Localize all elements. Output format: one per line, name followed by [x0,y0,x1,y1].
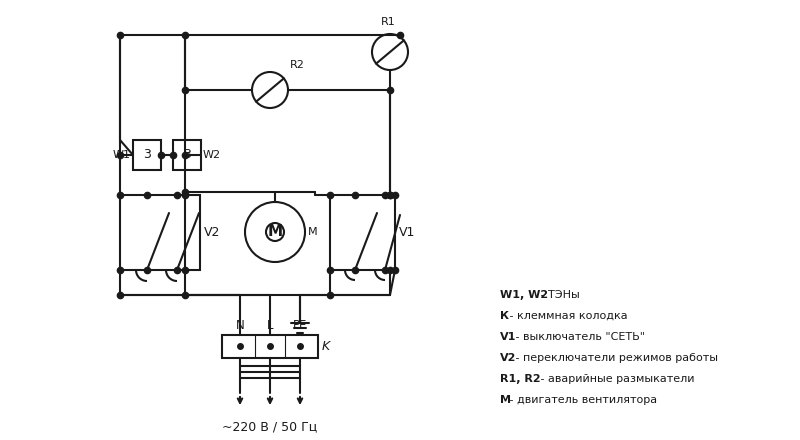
Text: L: L [266,319,274,332]
Text: W2: W2 [203,150,221,160]
Text: R1: R1 [381,17,395,27]
Text: M: M [308,227,318,237]
Text: W1: W1 [113,150,131,160]
Text: - аварийные размыкатели: - аварийные размыкатели [538,374,694,384]
Text: V2: V2 [500,353,516,363]
Text: ~220 В / 50 Гц: ~220 В / 50 Гц [222,420,318,433]
Text: М: М [500,395,511,405]
Text: - выключатель "СЕТЬ": - выключатель "СЕТЬ" [512,332,646,342]
Text: V2: V2 [204,226,220,239]
Text: 3: 3 [183,148,191,161]
Bar [330,195,395,270]
Text: 3: 3 [143,148,151,161]
Text: K: K [322,340,330,353]
Text: W1, W2: W1, W2 [500,290,548,300]
Text: - ТЭНы: - ТЭНы [538,290,580,300]
Text: - клеммная колодка: - клеммная колодка [506,311,628,321]
Text: PE: PE [293,319,307,332]
Text: - переключатели режимов работы: - переключатели режимов работы [512,353,718,363]
Bar [222,335,318,358]
Bar [133,140,161,170]
Text: V1: V1 [399,226,415,239]
Bar [120,195,200,270]
Text: - двигатель вентилятора: - двигатель вентилятора [506,395,658,405]
Text: R1, R2: R1, R2 [500,374,541,384]
Text: N: N [236,319,244,332]
Text: M: M [267,224,282,239]
Bar [173,140,201,170]
Text: К: К [500,311,509,321]
Text: V1: V1 [500,332,516,342]
Text: R2: R2 [290,60,305,70]
